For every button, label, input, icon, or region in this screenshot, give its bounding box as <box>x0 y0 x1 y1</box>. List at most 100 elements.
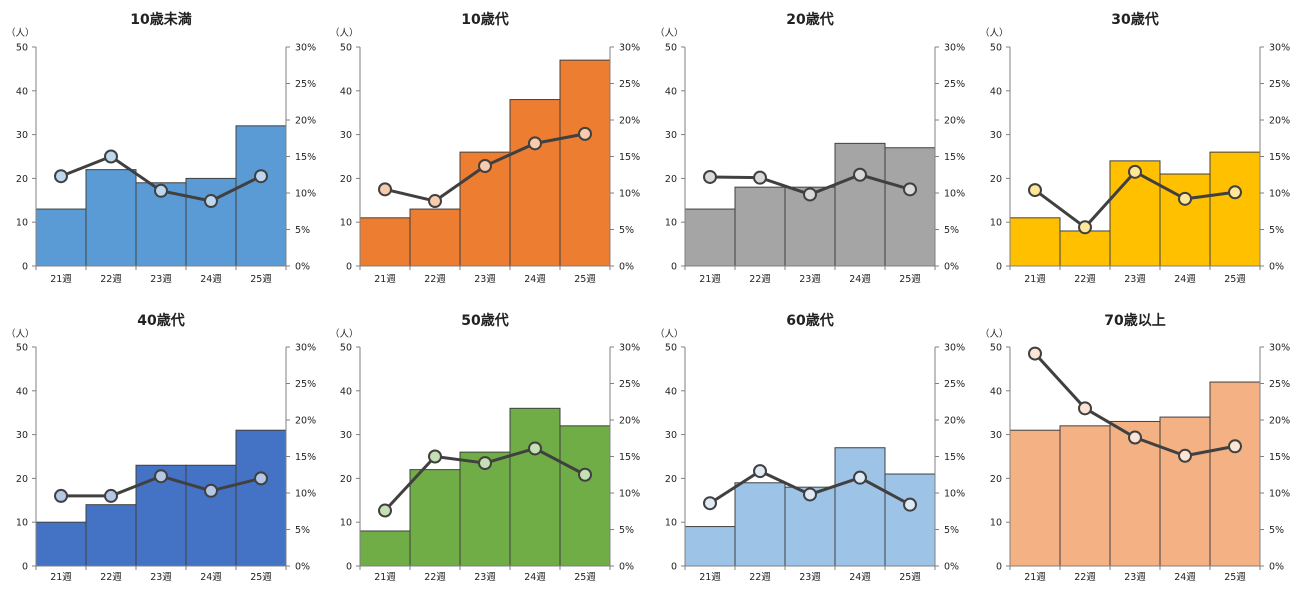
x-tick-label: 23週 <box>474 571 496 583</box>
y2-tick-label: 30% <box>944 43 965 54</box>
chart-7: 70歳以上 （人） 0 10 20 30 40 50 0% 5% 10% 15% 20% 25% 30% 21… <box>980 312 1290 583</box>
y-tick-label: 10 <box>990 518 1002 529</box>
line-point <box>753 170 767 185</box>
x-tick-label: 22週 <box>424 273 446 285</box>
y2-tick-label: 10% <box>619 189 640 200</box>
x-tick-label: 21週 <box>1024 571 1046 583</box>
y-tick-label: 10 <box>990 218 1002 229</box>
line-point <box>154 183 168 198</box>
y-tick-label: 50 <box>340 343 352 354</box>
bar <box>235 429 287 567</box>
bar <box>35 208 87 267</box>
x-tick-label: 23週 <box>799 273 821 285</box>
line-point <box>1028 346 1042 361</box>
y-tick-label: 50 <box>665 343 677 354</box>
chart-title: 10歳未満 <box>130 11 191 28</box>
y-tick-label: 0 <box>346 262 352 273</box>
y-tick-label: 0 <box>996 262 1002 273</box>
bar <box>359 217 411 267</box>
y2-tick-label: 5% <box>1269 225 1284 236</box>
bar <box>1059 425 1111 567</box>
bar <box>1109 420 1161 567</box>
y2-tick-label: 15% <box>1269 452 1290 463</box>
x-tick-label: 21週 <box>50 571 72 583</box>
bar <box>185 464 237 567</box>
x-tick-label: 23週 <box>1124 571 1146 583</box>
y-tick-label: 30 <box>340 430 352 441</box>
line-point <box>703 169 717 184</box>
y-tick-label: 0 <box>996 562 1002 573</box>
y2-tick-label: 20% <box>619 116 640 127</box>
y-tick-label: 50 <box>16 43 28 54</box>
y-tick-label: 20 <box>340 174 352 185</box>
chart-title: 70歳以上 <box>1104 312 1165 329</box>
x-tick-label: 24週 <box>849 571 871 583</box>
chart-0: 10歳未満 （人） 0 10 20 30 40 50 0% 5% 10% 15% 20% 25% 30% 21… <box>6 11 316 285</box>
y-axis-unit: （人） <box>6 328 35 340</box>
bar <box>509 407 561 567</box>
bar <box>684 208 736 267</box>
y-tick-label: 0 <box>22 262 28 273</box>
y2-tick-label: 10% <box>295 189 316 200</box>
y2-tick-label: 30% <box>619 43 640 54</box>
y2-tick-label: 15% <box>295 452 316 463</box>
x-tick-label: 22週 <box>100 273 122 285</box>
y2-tick-label: 15% <box>295 152 316 163</box>
y-tick-label: 10 <box>665 218 677 229</box>
y-tick-label: 40 <box>340 386 352 397</box>
bar <box>509 99 561 267</box>
bar <box>1009 429 1061 567</box>
chart-title: 40歳代 <box>137 312 184 329</box>
y-tick-label: 10 <box>16 218 28 229</box>
bar <box>85 169 137 267</box>
chart-title: 10歳代 <box>461 11 508 28</box>
y2-tick-label: 0% <box>619 262 634 273</box>
line-point <box>1078 401 1092 416</box>
bar <box>834 142 886 267</box>
chart-1: 10歳代 （人） 0 10 20 30 40 50 0% 5% 10% 15% 20% 25% 30% 21週… <box>330 11 640 285</box>
line-point <box>1128 430 1142 445</box>
bar <box>734 482 786 567</box>
chart-4: 40歳代 （人） 0 10 20 30 40 50 0% 5% 10% 15% 20% 25% 30% 21週… <box>6 312 316 583</box>
line-point <box>803 487 817 502</box>
line-point <box>478 158 492 173</box>
line-point <box>54 488 68 503</box>
bar <box>884 147 936 267</box>
y-axis-unit: （人） <box>980 27 1009 39</box>
chart-2: 20歳代 （人） 0 10 20 30 40 50 0% 5% 10% 15% 20% 25% 30% 21週… <box>655 11 965 285</box>
line-point <box>1128 164 1142 179</box>
y2-tick-label: 10% <box>944 189 965 200</box>
bar <box>409 208 461 267</box>
y-tick-label: 40 <box>665 86 677 97</box>
y-axis-unit: （人） <box>655 27 684 39</box>
line-point <box>578 126 592 141</box>
y2-tick-label: 5% <box>295 525 310 536</box>
line-point <box>428 194 442 209</box>
x-tick-label: 24週 <box>200 571 222 583</box>
x-tick-label: 25週 <box>574 273 596 285</box>
y2-tick-label: 10% <box>295 489 316 500</box>
y-tick-label: 0 <box>22 562 28 573</box>
y2-tick-label: 5% <box>619 225 634 236</box>
y2-tick-label: 15% <box>944 452 965 463</box>
y2-tick-label: 25% <box>944 79 965 90</box>
y-tick-label: 0 <box>671 562 677 573</box>
y2-tick-label: 15% <box>619 452 640 463</box>
y-tick-label: 30 <box>665 430 677 441</box>
y2-tick-label: 0% <box>1269 562 1284 573</box>
x-tick-label: 22週 <box>1074 571 1096 583</box>
y2-tick-label: 30% <box>944 343 965 354</box>
y2-tick-label: 10% <box>944 489 965 500</box>
chart-3: 30歳代 （人） 0 10 20 30 40 50 0% 5% 10% 15% 20% 25% 30% 21週… <box>980 11 1290 285</box>
bar <box>85 504 137 567</box>
y2-tick-label: 10% <box>1269 189 1290 200</box>
x-tick-label: 24週 <box>1174 273 1196 285</box>
y-tick-label: 30 <box>340 130 352 141</box>
bar <box>409 469 461 567</box>
y2-tick-label: 0% <box>944 262 959 273</box>
line-point <box>903 182 917 197</box>
line-point <box>528 441 542 456</box>
y-tick-label: 30 <box>16 430 28 441</box>
x-tick-label: 24週 <box>1174 571 1196 583</box>
x-tick-label: 22週 <box>1074 273 1096 285</box>
